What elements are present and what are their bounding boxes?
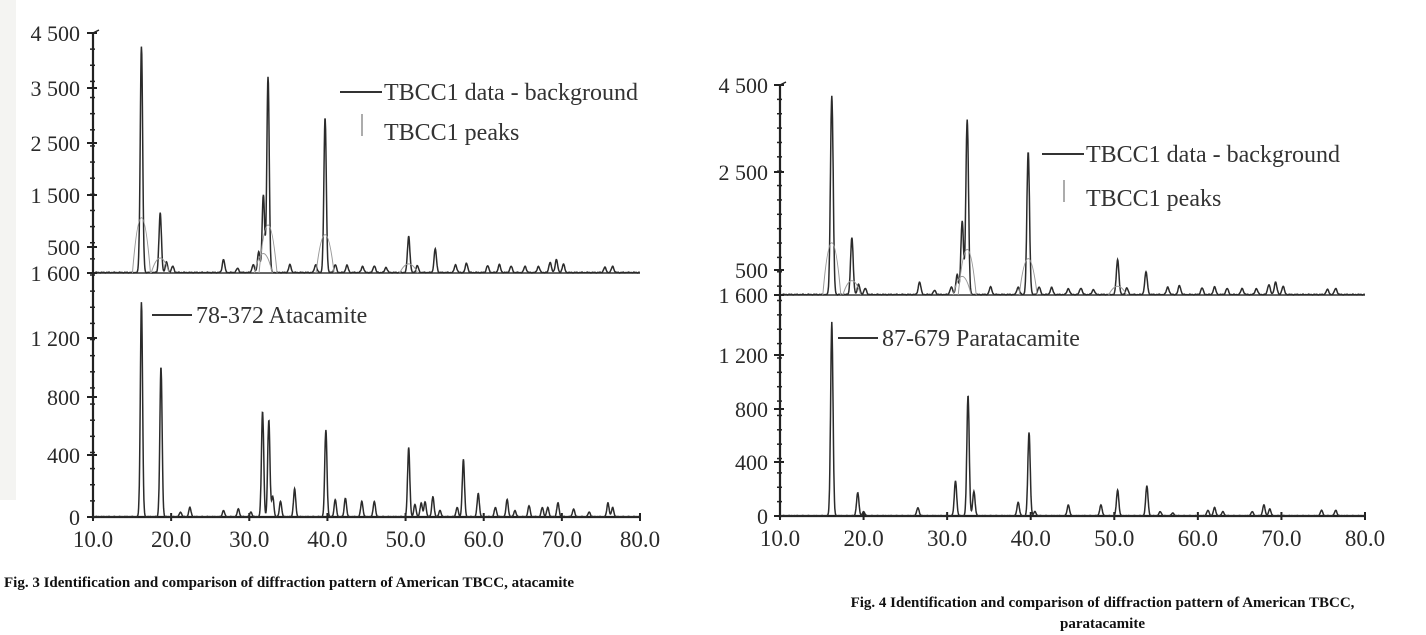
x-tick-label: 20.0: [151, 527, 191, 552]
y-tick-label: 400: [735, 450, 768, 475]
y-tick-label: 4 500: [31, 21, 81, 46]
x-tick-label: 40.0: [307, 527, 347, 552]
legend-top-line-label: TBCC1 data - background: [384, 80, 638, 106]
diffraction-trace: [92, 302, 640, 518]
y-tick-label: 0: [69, 505, 80, 530]
x-tick-label: 80.0: [620, 527, 660, 552]
diffraction-trace: [780, 321, 1365, 517]
diffraction-trace: [92, 46, 640, 274]
y-tick-label: 500: [735, 258, 768, 283]
x-tick-label: 80.0: [1345, 526, 1385, 551]
figure-4-chart: 10.0 20.0 30.0 40.0 50.0 60.0 70.0 80.0 4 500 2 5…: [719, 73, 1386, 551]
figure-4-caption-line-1: Fig. 4 Identification and comparison of …: [850, 595, 1355, 611]
x-tick-label: 60.0: [464, 527, 504, 552]
x-tick-label: 50.0: [1094, 526, 1134, 551]
y-tick-label: 1 600: [31, 261, 81, 286]
figure-4-caption-line-2: paratacamite: [1060, 616, 1145, 632]
y-tick-label: 800: [735, 397, 768, 422]
diffraction-trace: [779, 95, 1365, 296]
legend-bottom-label: 87-679 Paratacamite: [882, 326, 1080, 352]
x-tick-label: 30.0: [229, 527, 269, 552]
x-tick-label: 50.0: [385, 527, 425, 552]
y-tick-label: 1 200: [719, 343, 769, 368]
figure-4-caption: Fig. 4 Identification and comparison of …: [795, 593, 1410, 635]
x-tick-label: 70.0: [542, 527, 582, 552]
legend-top-peaks-label: TBCC1 peaks: [1086, 186, 1221, 212]
y-tick-label: 400: [47, 443, 80, 468]
x-tick-label: 10.0: [760, 526, 800, 551]
x-tick-label: 10.0: [73, 527, 113, 552]
y-tick-label: 1 600: [719, 283, 769, 308]
legend-top-peaks-label: TBCC1 peaks: [384, 120, 519, 146]
y-tick-label: 0: [757, 504, 768, 529]
y-tick-label: 2 500: [719, 160, 769, 185]
x-tick-label: 60.0: [1178, 526, 1218, 551]
page-edge-shade: [0, 0, 16, 500]
figure-3-caption: Fig. 3 Identification and comparison of …: [4, 575, 575, 591]
y-tick-label: 800: [47, 385, 80, 410]
x-tick-label: 30.0: [927, 526, 967, 551]
y-tick-label: 4 500: [719, 73, 769, 98]
x-tick-label: 40.0: [1011, 526, 1051, 551]
legend-bottom-label: 78-372 Atacamite: [196, 303, 367, 329]
y-tick-label: 3 500: [31, 76, 81, 101]
y-tick-label: 1 200: [31, 326, 81, 351]
y-tick-label: 500: [47, 235, 80, 260]
y-tick-label: 1 500: [31, 183, 81, 208]
figure-3-chart: 10.0 20.0 30.0 40.0 50.0 60.0 70.0 80.0 4 500 3 5…: [31, 21, 661, 552]
x-tick-label: 20.0: [843, 526, 883, 551]
legend-top-line-label: TBCC1 data - background: [1086, 142, 1340, 168]
x-tick-label: 70.0: [1261, 526, 1301, 551]
y-tick-label: 2 500: [31, 131, 81, 156]
